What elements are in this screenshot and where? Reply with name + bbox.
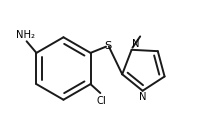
Text: NH₂: NH₂ — [16, 30, 35, 40]
Text: N: N — [139, 92, 146, 102]
Text: S: S — [104, 41, 111, 51]
Text: Cl: Cl — [96, 96, 106, 106]
Text: N: N — [132, 39, 140, 49]
